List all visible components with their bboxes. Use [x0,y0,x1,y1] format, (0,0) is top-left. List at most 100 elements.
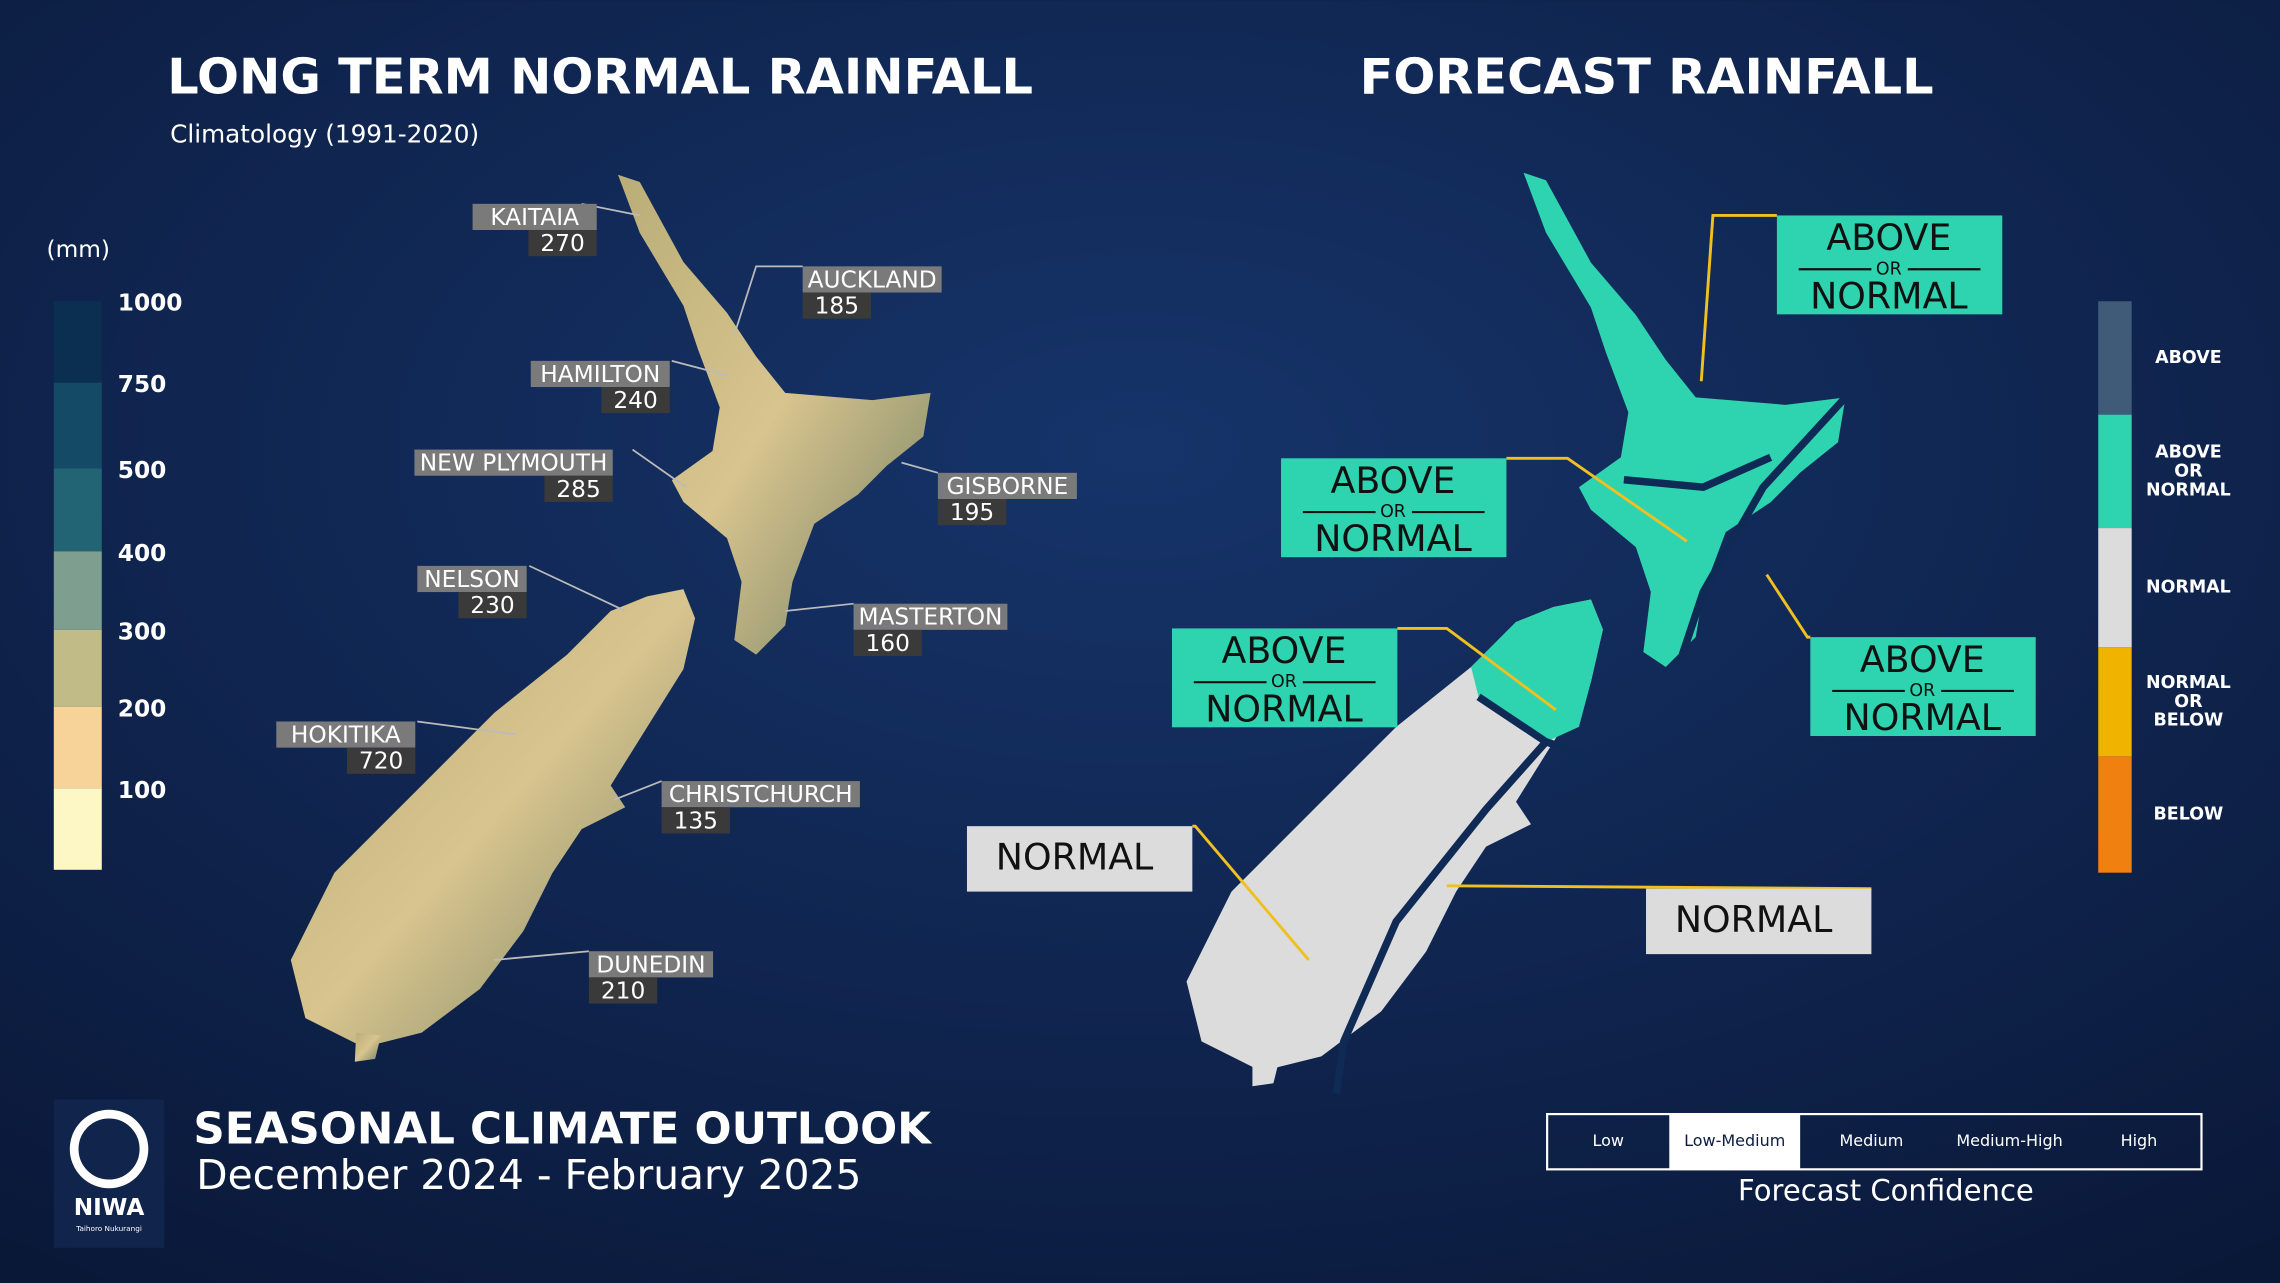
leader-line [671,360,728,377]
city-value: 240 [613,387,657,414]
scale-label: 200 [118,695,167,722]
city-value-box [528,229,597,257]
region-leader [1397,626,1557,712]
scale-label: 1000 [118,290,183,317]
content: LONG TERM NORMAL RAINFALL Climatology (19… [47,48,2231,1248]
leader-line [632,448,687,489]
confidence-level: High [2121,1131,2158,1150]
region-label: NORMAL [1675,898,1833,941]
legend-label: OR [2174,692,2203,712]
city-value: 195 [950,499,994,526]
footer-title: SEASONAL CLIMATE OUTLOOK [193,1105,933,1155]
scale-label: 400 [118,540,167,567]
region-leader [1506,456,1688,543]
city-name-box [588,951,714,978]
leader-line [528,565,626,612]
confidence-level: Medium [1839,1131,1903,1150]
city-value-box [853,629,922,657]
region-label: NORMAL [1314,517,1472,560]
city-value: 285 [556,476,600,503]
logo-mark [69,1109,149,1189]
logo-text: NIWA [74,1194,145,1221]
region-label: ABOVE [1331,459,1456,502]
city-value-box [937,499,1007,526]
region-box [1646,888,1872,955]
scale-swatch [53,629,102,707]
city-value-box [802,292,871,319]
left-title: LONG TERM NORMAL RAINFALL [167,48,1033,106]
region-box [1281,458,1507,558]
legend-label: NORMAL [2146,673,2231,693]
city-name-box [802,266,942,293]
confidence-level: Medium-High [1956,1131,2062,1150]
city-name: AUCKLAND [808,266,937,293]
legend-swatch [2098,528,2132,648]
city-value: 720 [359,748,403,775]
leader-line [901,461,939,474]
scale-swatch [53,788,102,870]
region-label: NORMAL [1205,687,1363,730]
city-name: DUNEDIN [596,951,705,978]
scale-swatch [53,468,102,552]
city-name: HOKITIKA [291,722,401,749]
city-name-box [530,360,670,388]
legend-label: OR [2174,461,2203,481]
city-value: 135 [674,807,718,834]
region-label: OR [1876,259,1902,279]
confidence-level: Low-Medium [1684,1131,1785,1150]
city-name-box [276,721,416,748]
scale-unit: (mm) [47,236,110,263]
city-name-box [661,781,860,808]
city-value: 270 [540,230,584,257]
region-leader [1192,824,1310,961]
legend-label: ABOVE [2155,348,2222,368]
scale-swatch [53,551,102,630]
region-label: ABOVE [1860,638,1985,681]
region-leader [1765,573,1811,639]
region-box [1776,215,2003,315]
city-name: NEW PLYMOUTH [420,450,608,477]
scale-label: 500 [118,457,167,484]
legend-label: BELOW [2154,711,2224,731]
region-leader [1699,214,1777,382]
leader-line [494,950,589,961]
city-name: KAITAIA [490,204,579,231]
city-name: CHRISTCHURCH [669,781,853,808]
legend-swatch [2098,414,2132,529]
region-label: ABOVE [1826,216,1951,259]
leader-line [733,265,803,335]
region-box [1171,628,1398,728]
legend-label: BELOW [2154,805,2224,825]
city-name-box [472,203,597,230]
city-name: HAMILTON [540,361,660,388]
logo-sub: Taihoro Nukurangi [75,1224,142,1233]
footer-period: December 2024 - February 2025 [196,1151,861,1199]
scale-swatch [53,706,102,789]
city-name-box [414,449,613,476]
left-subtitle: Climatology (1991-2020) [170,119,479,148]
region-label: OR [1380,502,1406,522]
confidence-frame [1546,1112,2203,1171]
logo-box [53,1099,165,1248]
city-value-box [346,747,416,774]
leader-line [613,780,662,801]
city-name-box [417,565,527,593]
region-box [1810,637,2036,737]
city-name: GISBORNE [947,473,1069,500]
scale-swatch [53,301,102,383]
city-value-box [588,977,658,1004]
legend-swatch [2098,647,2132,757]
city-name: MASTERTON [858,604,1002,631]
legend-swatch [2098,301,2132,415]
region-label: NORMAL [1844,696,2002,739]
city-name-box [937,472,1077,499]
region-label: NORMAL [1810,274,1968,317]
legend-swatch [2098,756,2132,873]
scale-label: 750 [118,371,167,398]
region-label: ABOVE [1221,629,1346,672]
city-value-box [544,475,613,502]
scale-label: 300 [118,618,167,645]
legend-label: NORMAL [2146,480,2231,500]
leader-line [785,602,854,612]
city-value-box [601,387,670,414]
